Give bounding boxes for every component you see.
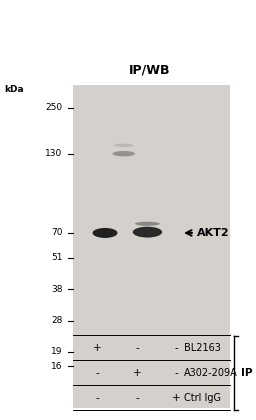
Text: -: - bbox=[96, 393, 99, 403]
Text: Ctrl IgG: Ctrl IgG bbox=[184, 393, 221, 403]
Text: 38: 38 bbox=[51, 285, 62, 294]
Text: 16: 16 bbox=[51, 362, 62, 371]
Text: A302-209A: A302-209A bbox=[184, 368, 237, 378]
Text: kDa: kDa bbox=[4, 85, 24, 94]
Text: 19: 19 bbox=[51, 347, 62, 356]
Text: -: - bbox=[96, 368, 99, 378]
Ellipse shape bbox=[135, 222, 160, 226]
Text: -: - bbox=[174, 368, 178, 378]
Ellipse shape bbox=[92, 228, 118, 238]
Text: 130: 130 bbox=[45, 149, 62, 158]
Text: 250: 250 bbox=[45, 103, 62, 112]
Text: AKT2: AKT2 bbox=[197, 228, 230, 238]
Ellipse shape bbox=[112, 151, 135, 156]
Text: BL2163: BL2163 bbox=[184, 343, 220, 353]
Text: 51: 51 bbox=[51, 254, 62, 262]
Text: -: - bbox=[136, 343, 139, 353]
Ellipse shape bbox=[133, 227, 162, 238]
Text: +: + bbox=[93, 343, 102, 353]
Text: 70: 70 bbox=[51, 228, 62, 237]
Ellipse shape bbox=[114, 144, 133, 147]
Text: -: - bbox=[136, 393, 139, 403]
Text: 28: 28 bbox=[51, 316, 62, 325]
Text: +: + bbox=[133, 368, 142, 378]
Text: IP: IP bbox=[241, 368, 253, 378]
Text: +: + bbox=[172, 393, 180, 403]
Text: -: - bbox=[174, 343, 178, 353]
Text: IP/WB: IP/WB bbox=[129, 63, 171, 76]
Bar bbox=[72, 85, 230, 408]
